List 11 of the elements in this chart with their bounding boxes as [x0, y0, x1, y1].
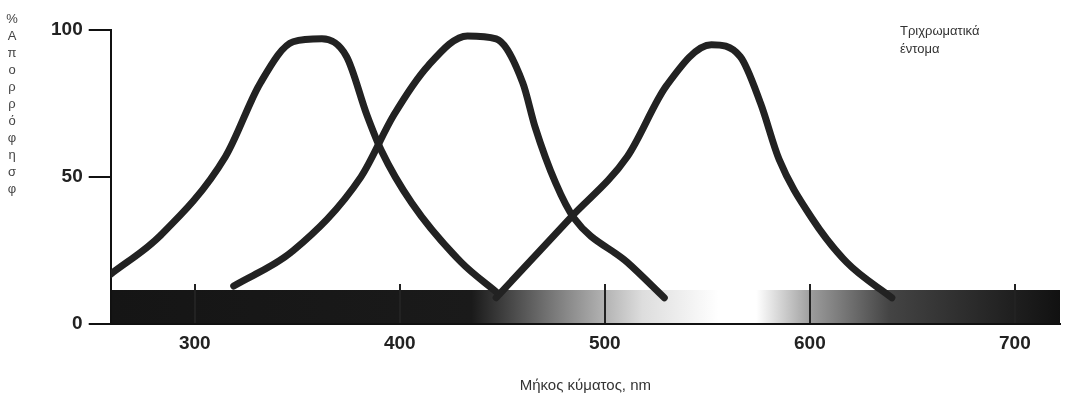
x-tick-label: 300	[178, 331, 211, 353]
x-tick-label: 600	[794, 331, 826, 353]
y-tick-label: 0	[72, 312, 83, 334]
y-tick-label: 100	[51, 18, 83, 40]
x-axis-title: Μήκος κύματος, nm	[519, 376, 652, 394]
annotation: Τριχρωματικά έντομα	[900, 22, 980, 58]
x-tick-label: 500	[588, 331, 621, 353]
x-tick-label: 400	[383, 331, 416, 353]
text: %Απορρόφησφ	[6, 11, 18, 196]
x-tick-label: 700	[999, 331, 1031, 353]
y-tick-label: 50	[61, 165, 83, 187]
